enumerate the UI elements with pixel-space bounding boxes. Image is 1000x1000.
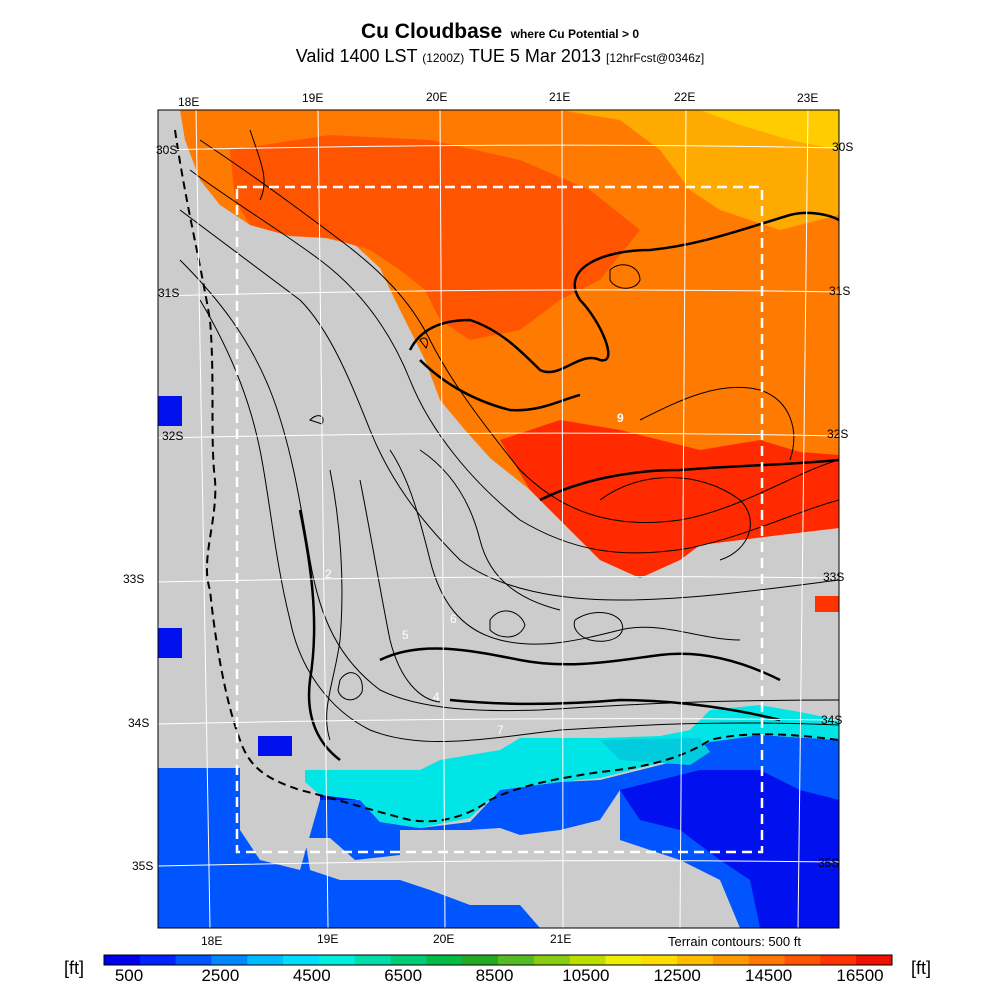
cloudbase-field-gold xyxy=(700,110,839,150)
cloudbase-field-red xyxy=(500,420,839,578)
contour-label: 2 xyxy=(325,567,332,581)
contour-label: 4 xyxy=(433,690,440,704)
colorbar-swatch xyxy=(748,955,786,965)
lat-label-left: 34S xyxy=(128,716,150,730)
contour-label: 5 xyxy=(402,628,409,642)
contour-label: 9 xyxy=(617,411,624,425)
colorbar-tick-label: 16500 xyxy=(836,966,884,985)
lat-label-left: 30S xyxy=(156,143,178,157)
lat-label-left: 32S xyxy=(162,429,184,443)
lat-label-right: 35S xyxy=(818,856,840,870)
colorbar-swatch xyxy=(533,955,571,965)
colorbar-swatch xyxy=(462,955,499,965)
lat-label-left: 33S xyxy=(123,572,145,586)
forecast-info: [12hrFcst@0346z] xyxy=(606,51,705,65)
contour-label: 6 xyxy=(450,612,457,626)
cloudbase-field-yellow xyxy=(560,110,839,230)
colorbar-swatch xyxy=(677,955,714,965)
colorbar-swatch xyxy=(426,955,463,965)
map-frame xyxy=(157,109,840,929)
colorbar-swatch xyxy=(390,955,427,965)
lon-label-top: 18E xyxy=(178,95,200,109)
title-qualifier: where Cu Potential > 0 xyxy=(510,27,639,41)
lat-label-right: 32S xyxy=(827,427,849,441)
colorbar-unit-right: [ft] xyxy=(911,958,932,978)
colorbar-tick-label: 2500 xyxy=(201,966,240,985)
contour-label: 7 xyxy=(497,723,504,737)
colorbar-swatch xyxy=(820,955,857,965)
colorbar-tick-label: 12500 xyxy=(653,966,701,985)
inner-domain-box xyxy=(235,185,764,854)
colorbar-tick-label: 500 xyxy=(114,966,144,985)
colorbar-swatch xyxy=(139,955,177,965)
lon-label-top: 20E xyxy=(426,90,448,104)
lon-label-bottom: 19E xyxy=(317,932,339,946)
colorbar-swatch xyxy=(569,955,606,965)
ocean-deep-se xyxy=(620,770,839,928)
lon-label-top: 21E xyxy=(549,90,571,104)
terrain-contours xyxy=(179,129,839,743)
colorbar-swatch xyxy=(712,955,750,965)
colorbar-swatch xyxy=(211,955,248,965)
terrain-contour-note: Terrain contours: 500 ft xyxy=(668,934,801,949)
land-south-tip xyxy=(305,790,740,928)
colorbar-tick-label: 8500 xyxy=(475,966,514,985)
valid-date: TUE 5 Mar 2013 xyxy=(468,46,601,66)
colorbar-tick-label: 10500 xyxy=(562,966,610,985)
cloudbase-field-redorange xyxy=(230,135,640,340)
colorbar-swatch xyxy=(283,955,320,965)
colorbar-swatch xyxy=(318,955,356,965)
chart-title: Cu Cloudbase where Cu Potential > 0 xyxy=(0,20,1000,44)
lon-label-bottom: 21E xyxy=(550,932,572,946)
lon-label-bottom: 20E xyxy=(433,932,455,946)
coastline-dashed xyxy=(174,129,839,823)
colorbar-swatch xyxy=(247,955,284,965)
colorbar-swatch xyxy=(784,955,821,965)
colorbar-tick-label: 4500 xyxy=(292,966,331,985)
lat-label-right: 33S xyxy=(823,570,845,584)
lat-label-right: 34S xyxy=(821,713,843,727)
colorbar-swatch xyxy=(856,955,893,965)
colorbar-swatch xyxy=(175,955,212,965)
valid-time: Valid 1400 LST xyxy=(295,46,418,66)
lon-label-top: 23E xyxy=(797,91,819,105)
colorbar xyxy=(103,954,893,966)
chart-subtitle: Valid 1400 LST (1200Z) TUE 5 Mar 2013 [1… xyxy=(0,46,1000,67)
colorbar-swatch xyxy=(498,955,535,965)
lon-label-top: 22E xyxy=(674,90,696,104)
valid-zulu: (1200Z) xyxy=(422,51,465,65)
coastal-cyan-band xyxy=(305,705,839,828)
colorbar-swatch xyxy=(605,955,642,965)
colorbar-tick-label: 14500 xyxy=(744,966,793,985)
terrain-contours-bold xyxy=(298,211,839,761)
colorbar-tick-label: 6500 xyxy=(384,966,423,985)
lat-lon-grid xyxy=(158,110,839,928)
lat-label-right: 30S xyxy=(832,140,854,154)
lon-label-top: 19E xyxy=(302,91,324,105)
ocean-deep-west xyxy=(158,396,182,426)
lat-label-left: 31S xyxy=(158,286,180,300)
title-main: Cu Cloudbase xyxy=(360,20,503,43)
colorbar-swatch xyxy=(104,955,141,965)
colorbar-frame xyxy=(103,954,893,966)
colorbar-swatch xyxy=(354,955,392,965)
colorbar-unit-left: [ft] xyxy=(64,958,85,978)
lat-label-right: 31S xyxy=(829,284,851,298)
colorbar-swatch xyxy=(641,955,678,965)
lon-label-bottom: 18E xyxy=(201,934,223,948)
lat-label-left: 35S xyxy=(132,859,154,873)
